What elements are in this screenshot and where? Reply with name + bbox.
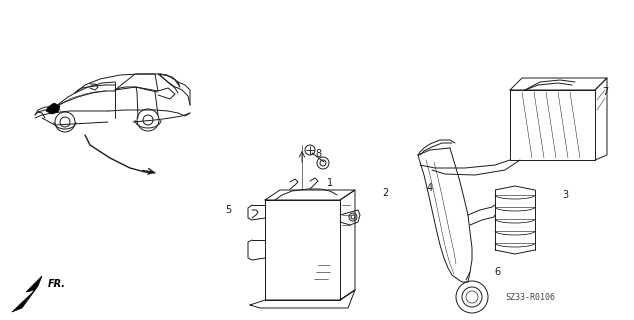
Text: 7: 7 — [602, 87, 608, 97]
Text: 8: 8 — [315, 149, 321, 159]
Text: FR.: FR. — [48, 279, 66, 289]
Polygon shape — [12, 276, 42, 312]
Text: 6: 6 — [494, 267, 500, 277]
Text: 3: 3 — [562, 190, 568, 200]
Text: 1: 1 — [327, 178, 333, 188]
Text: 2: 2 — [382, 188, 388, 198]
Polygon shape — [46, 103, 60, 114]
Text: SZ33-R0106: SZ33-R0106 — [505, 293, 555, 302]
Text: 5: 5 — [225, 205, 231, 215]
Text: 4: 4 — [427, 183, 433, 193]
